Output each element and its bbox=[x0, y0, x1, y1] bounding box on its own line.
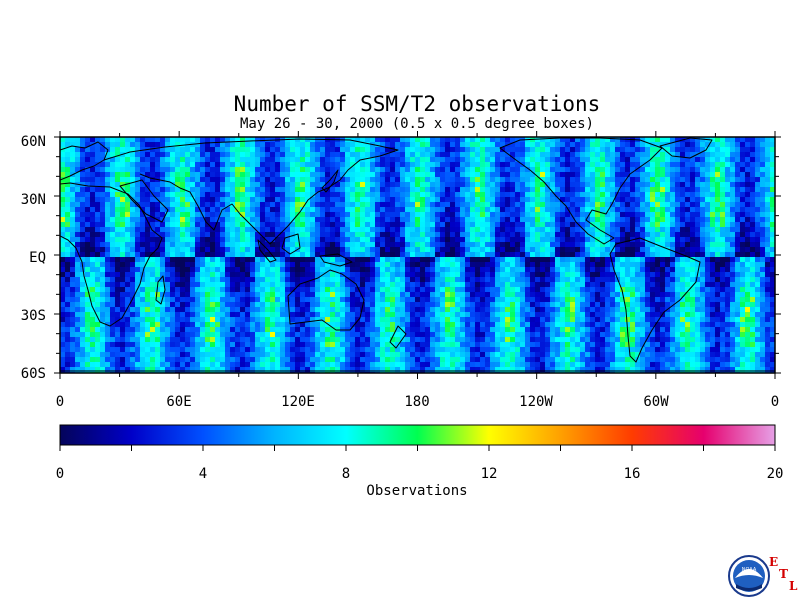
coast-new-zealand bbox=[389, 325, 407, 349]
lat-axis: 60N 30N EQ 30S 60S bbox=[21, 134, 46, 382]
lat-label-eq: EQ bbox=[29, 250, 46, 266]
lat-label-30s: 30S bbox=[21, 308, 46, 324]
colorbar-tick-12: 12 bbox=[481, 466, 498, 482]
lon-label-120w: 120W bbox=[519, 394, 553, 410]
lon-label-0: 0 bbox=[56, 394, 64, 410]
colorbar-tick-16: 16 bbox=[624, 466, 641, 482]
lon-label-0-east: 0 bbox=[771, 394, 779, 410]
coastlines bbox=[60, 137, 775, 372]
observation-field bbox=[60, 137, 775, 373]
colorbar-tick-4: 4 bbox=[199, 466, 207, 482]
coast-sumatra bbox=[257, 239, 277, 263]
coast-borneo bbox=[281, 233, 301, 255]
colorbar-tick-20: 20 bbox=[767, 466, 784, 482]
lon-label-120e: 120E bbox=[281, 394, 315, 410]
coast-australia bbox=[287, 269, 365, 331]
lon-axis: 0 60E 120E 180 120W 60W 0 bbox=[56, 394, 779, 410]
noaa-wave-icon bbox=[736, 584, 762, 591]
coast-arabia bbox=[119, 179, 169, 223]
coast-north-america bbox=[499, 137, 663, 245]
noaa-etl-logo: NOAA E T L bbox=[728, 555, 798, 597]
etl-letter-e: E bbox=[769, 555, 778, 569]
noaa-logo-inner-icon bbox=[733, 560, 765, 592]
lon-label-60w: 60W bbox=[643, 394, 669, 410]
colorbar-ticks bbox=[59, 445, 776, 451]
coast-greenland bbox=[659, 137, 713, 159]
coast-south-america bbox=[609, 237, 701, 363]
coast-europe-africa bbox=[60, 141, 163, 327]
coast-new-guinea bbox=[319, 253, 353, 267]
lat-label-30n: 30N bbox=[21, 192, 46, 208]
lat-label-60s: 60S bbox=[21, 366, 46, 382]
frame-ticks bbox=[54, 131, 781, 379]
etl-letter-t: T bbox=[779, 567, 788, 581]
coast-madagascar bbox=[155, 275, 166, 305]
coast-asia bbox=[103, 138, 399, 245]
lat-label-60n: 60N bbox=[21, 134, 46, 150]
lon-label-180: 180 bbox=[404, 394, 429, 410]
etl-letter-l: L bbox=[789, 579, 798, 593]
map-panel bbox=[54, 131, 781, 379]
chart-title: Number of SSM/T2 observations bbox=[234, 92, 601, 116]
colorbar-label: Observations bbox=[366, 483, 467, 499]
noaa-bird-icon bbox=[735, 569, 763, 578]
colorbar: 0 4 8 12 16 20 Observations bbox=[56, 424, 784, 499]
chart-subtitle: May 26 - 30, 2000 (0.5 x 0.5 degree boxe… bbox=[240, 116, 594, 132]
lon-label-60e: 60E bbox=[166, 394, 191, 410]
colorbar-tick-0: 0 bbox=[56, 466, 64, 482]
coast-japan bbox=[321, 169, 339, 193]
colorbar-tick-8: 8 bbox=[342, 466, 350, 482]
noaa-logo-text: NOAA bbox=[742, 567, 757, 573]
colorbar-gradient bbox=[60, 425, 775, 445]
